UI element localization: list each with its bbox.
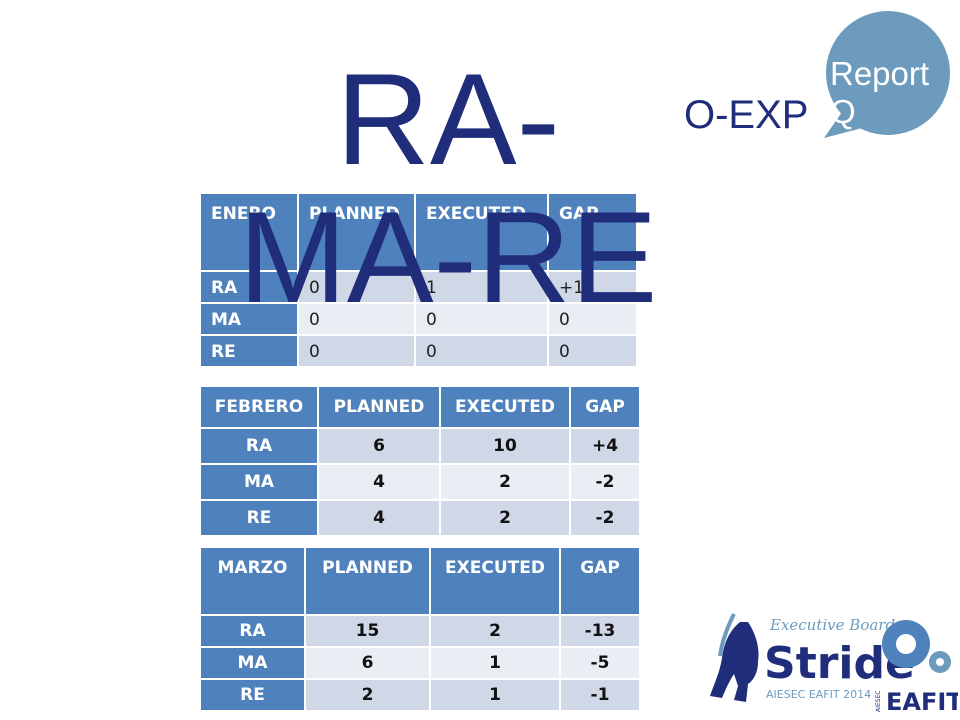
cell-gap: -1 (559, 678, 641, 712)
title-line-2: MA-RE (238, 184, 658, 330)
table-header-row: MARZO PLANNED EXECUTED GAP (199, 546, 641, 616)
cell-executed: 1 (429, 646, 561, 680)
row-label: RE (199, 678, 306, 712)
cell-planned: 4 (317, 499, 441, 537)
table-row: RA 15 2 -13 (199, 614, 641, 648)
page-title: RA- MA-RE (198, 50, 698, 326)
table-header-row: ENERO PLANNED EXECUTED GAP (199, 192, 638, 272)
table-row: MA 4 2 -2 (199, 463, 641, 501)
cell-planned: 15 (304, 614, 431, 648)
logo-script: Executive Board (769, 616, 895, 634)
row-label: RA (199, 614, 306, 648)
header-gap: GAP (547, 192, 638, 272)
table-row: RE 2 1 -1 (199, 678, 641, 712)
row-label: RE (199, 499, 319, 537)
table-febrero: FEBRERO PLANNED EXECUTED GAP RA 6 10 +4 … (199, 385, 641, 537)
cell-gap: 0 (547, 334, 638, 368)
header-planned: PLANNED (317, 385, 441, 429)
cell-executed: 10 (439, 427, 571, 465)
cell-gap: -13 (559, 614, 641, 648)
table-row: RE 0 0 0 (199, 334, 638, 368)
cell-planned: 6 (304, 646, 431, 680)
row-label: RA (199, 427, 319, 465)
cell-planned: 0 (297, 334, 416, 368)
logo-sub: AIESEC EAFIT 2014 (766, 688, 871, 701)
table-header-row: FEBRERO PLANNED EXECUTED GAP (199, 385, 641, 429)
header-planned: PLANNED (297, 192, 416, 272)
row-label: RA (199, 270, 299, 304)
header-gap: GAP (569, 385, 641, 429)
header-executed: EXECUTED (439, 385, 571, 429)
row-label: RE (199, 334, 299, 368)
header-executed: EXECUTED (429, 546, 561, 616)
cell-gap: +4 (569, 427, 641, 465)
speech-bubble-icon (826, 11, 950, 135)
header-month: MARZO (199, 546, 306, 616)
cell-gap: -2 (569, 499, 641, 537)
cell-planned: 2 (304, 678, 431, 712)
badge-label: Report Q (830, 55, 930, 130)
cell-executed: 2 (439, 499, 571, 537)
cell-planned: 6 (317, 427, 441, 465)
table-row: RA 6 10 +4 (199, 427, 641, 465)
row-label: MA (199, 302, 299, 336)
cell-gap: -5 (559, 646, 641, 680)
table-enero: ENERO PLANNED EXECUTED GAP RA 0 1 +1 MA … (199, 192, 638, 368)
stride-logo: Executive Board Stride AIESEC EAFIT 2014… (710, 613, 958, 716)
cell-planned: 0 (297, 270, 416, 304)
header-executed: EXECUTED (414, 192, 549, 272)
table-row: MA 6 1 -5 (199, 646, 641, 680)
cell-executed: 0 (414, 334, 549, 368)
cell-executed: 1 (414, 270, 549, 304)
horse-icon (710, 622, 759, 702)
table-marzo: MARZO PLANNED EXECUTED GAP RA 15 2 -13 M… (199, 546, 641, 712)
row-label: MA (199, 463, 319, 501)
page-subtitle: O-EXP (684, 93, 809, 137)
header-month: FEBRERO (199, 385, 319, 429)
cell-gap: 0 (547, 302, 638, 336)
cell-executed: 2 (429, 614, 561, 648)
table-row: RA 0 1 +1 (199, 270, 638, 304)
header-gap: GAP (559, 546, 641, 616)
cell-planned: 0 (297, 302, 416, 336)
cell-gap: +1 (547, 270, 638, 304)
header-month: ENERO (199, 192, 299, 272)
speech-bubble-tail (824, 112, 870, 138)
logo-org: EAFIT (886, 688, 958, 716)
title-line-1: RA- (336, 46, 560, 192)
cell-executed: 1 (429, 678, 561, 712)
cell-planned: 4 (317, 463, 441, 501)
logo-org-small: AIESEC (875, 691, 882, 712)
header-planned: PLANNED (304, 546, 431, 616)
horse-mane (718, 613, 736, 657)
row-label: MA (199, 646, 306, 680)
table-row: MA 0 0 0 (199, 302, 638, 336)
cell-executed: 0 (414, 302, 549, 336)
cell-gap: -2 (569, 463, 641, 501)
gear-icon (882, 620, 951, 673)
table-row: RE 4 2 -2 (199, 499, 641, 537)
cell-executed: 2 (439, 463, 571, 501)
